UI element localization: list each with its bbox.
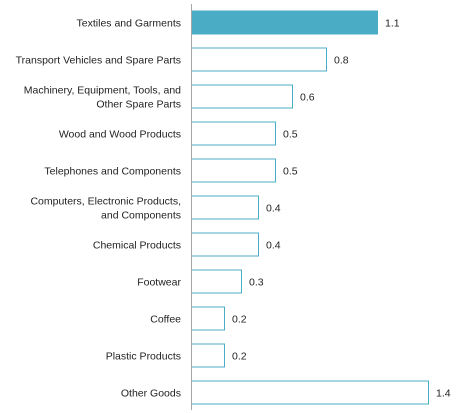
value-label-9: 0.2 [232,351,247,363]
category-label-8: Coffee [150,314,181,326]
bar-9 [191,343,225,368]
bar-6 [191,232,259,257]
category-label-4: Telephones and Components [44,166,181,178]
bar-7 [191,269,242,294]
value-label-7: 0.3 [249,277,264,289]
bar-2 [191,84,293,109]
bar-4 [191,158,276,183]
value-label-1: 0.8 [334,55,349,67]
category-label-6: Chemical Products [93,240,181,252]
category-label-1: Transport Vehicles and Spare Parts [16,55,181,67]
value-label-0: 1.1 [385,18,400,30]
bar-8 [191,306,225,331]
category-label-3: Wood and Wood Products [59,129,181,141]
bar-10 [191,380,429,405]
value-label-4: 0.5 [283,166,298,178]
category-label-2: Machinery, Equipment, Tools, and Other Sp… [24,85,181,111]
value-label-5: 0.4 [266,203,281,215]
value-label-3: 0.5 [283,129,298,141]
category-label-9: Plastic Products [106,351,181,363]
bar-1 [191,47,327,72]
bar-0 [191,10,378,35]
bar-3 [191,121,276,146]
category-label-0: Textiles and Garments [77,18,181,30]
category-label-10: Other Goods [121,388,181,400]
value-label-6: 0.4 [266,240,281,252]
bar-5 [191,195,259,220]
value-label-2: 0.6 [300,92,315,104]
category-label-5: Computers, Electronic Products, and Compo… [30,196,181,222]
value-label-10: 1.4 [436,388,451,400]
category-label-7: Footwear [137,277,181,289]
value-label-8: 0.2 [232,314,247,326]
